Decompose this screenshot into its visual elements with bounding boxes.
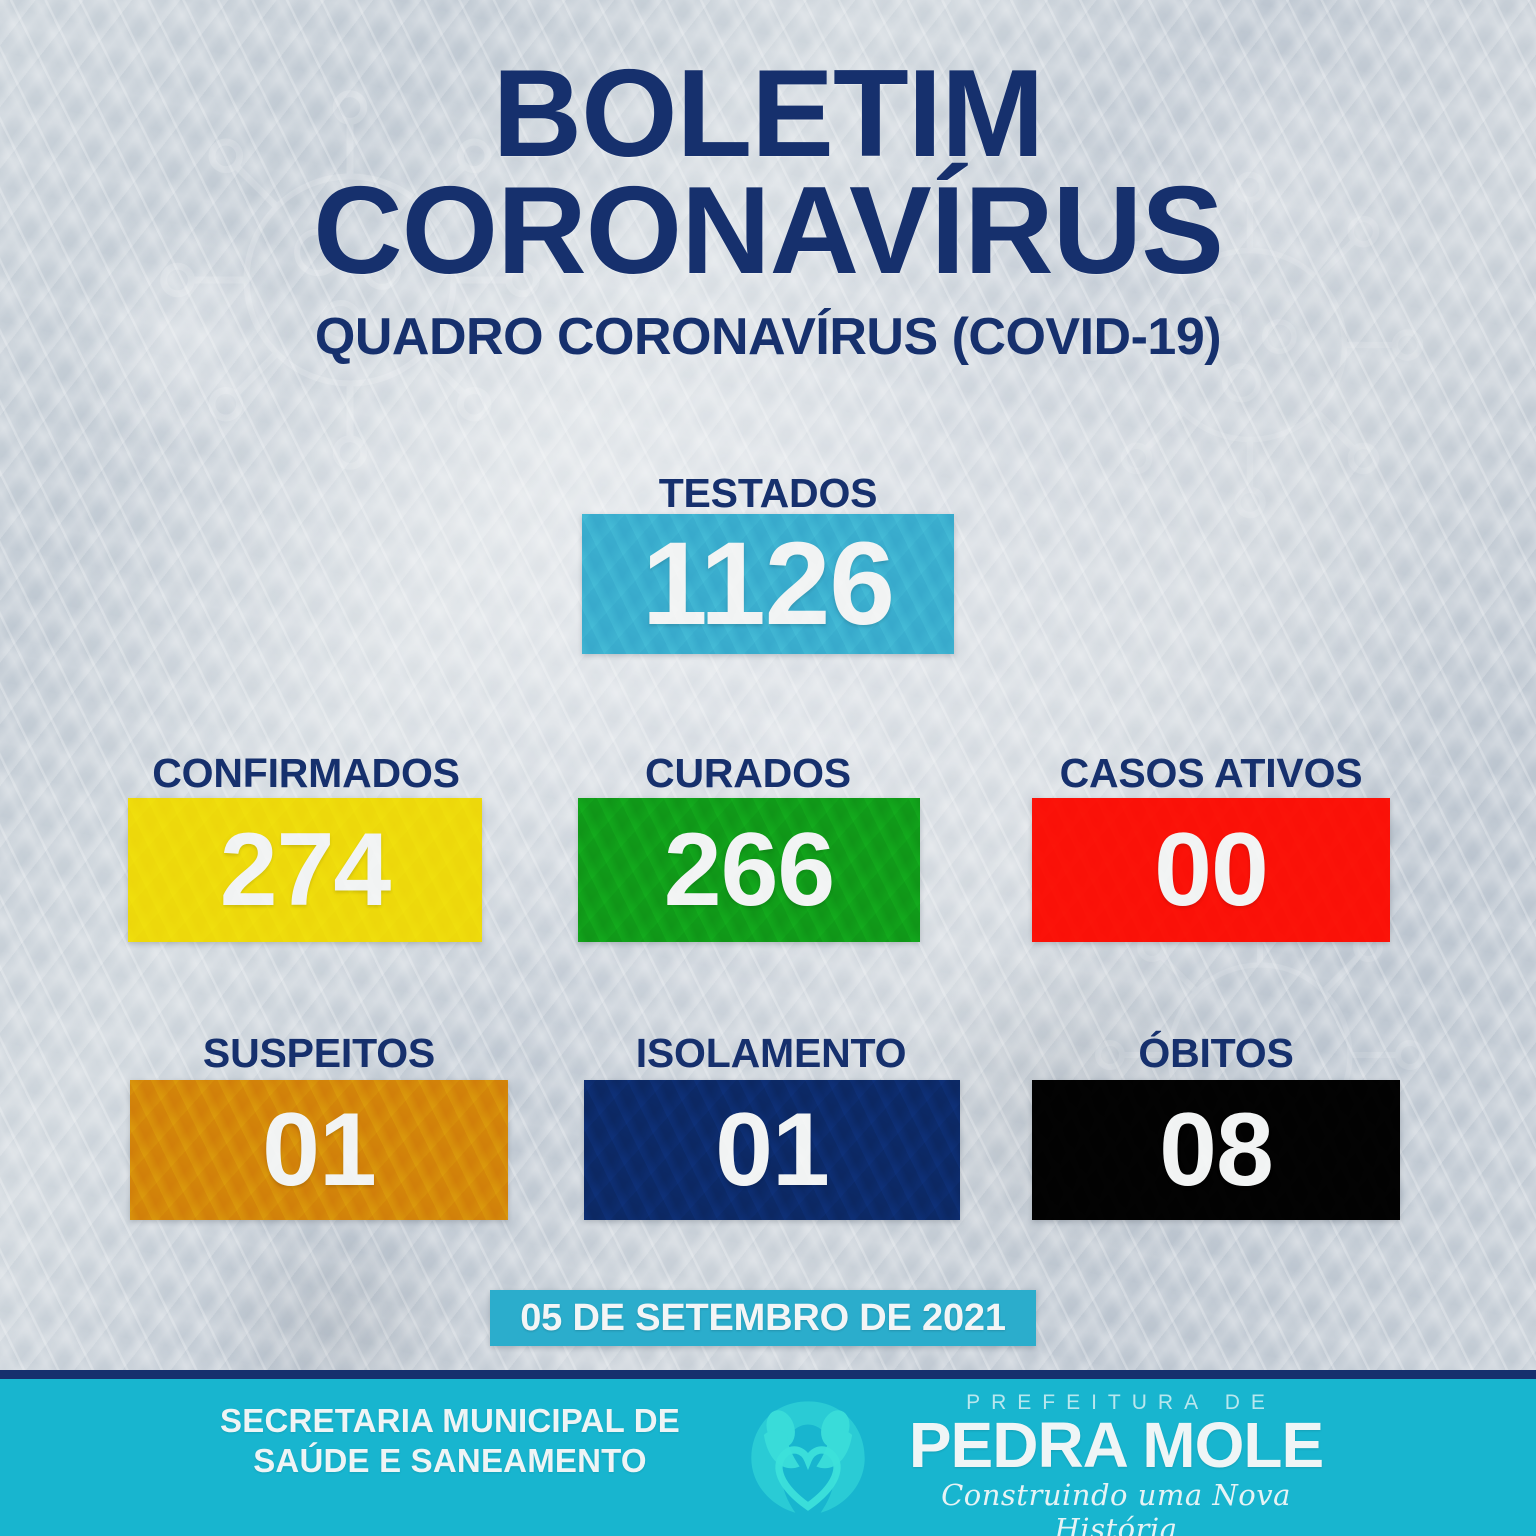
stat-label-testados: TESTADOS [658, 470, 878, 516]
stat-box-isolamento: 01 [584, 1080, 960, 1220]
stat-value-testados: 1126 [642, 518, 895, 650]
footer-top-stripe [0, 1370, 1536, 1379]
stat-box-obitos: 08 [1032, 1080, 1400, 1220]
poster-footer: SECRETARIA MUNICIPAL DE SAÚDE E SANEAMEN… [0, 1370, 1536, 1536]
stat-box-curados: 266 [578, 798, 920, 942]
page-title-line1: BOLETIM [492, 45, 1045, 183]
logo-city-name: PEDRA MOLE [908, 1409, 1324, 1481]
stat-value-curados: 266 [663, 811, 836, 928]
stat-label-obitos: ÓBITOS [1138, 1030, 1294, 1076]
stat-label-suspeitos: SUSPEITOS [202, 1030, 436, 1076]
page-title-line2: CORONAVÍRUS [313, 161, 1224, 300]
stat-value-confirmados: 274 [219, 811, 392, 928]
page-subtitle: QUADRO CORONAVÍRUS (COVID-19) [314, 308, 1222, 367]
date-banner: 05 DE SETEMBRO DE 2021 [490, 1290, 1036, 1346]
stat-box-testados: 1126 [582, 514, 954, 654]
stat-label-isolamento: ISOLAMENTO [635, 1030, 907, 1076]
stat-box-casos-ativos: 00 [1032, 798, 1390, 942]
heart-people-icon [745, 1393, 871, 1519]
poster-header: BOLETIM CORONAVÍRUS QUADRO CORONAVÍRUS (… [0, 45, 1536, 367]
stat-label-curados: CURADOS [645, 750, 851, 796]
stat-value-casos-ativos: 00 [1154, 811, 1269, 928]
logo-text-block: PREFEITURA DE PEDRA MOLE Construindo uma… [881, 1391, 1351, 1536]
stat-box-confirmados: 274 [128, 798, 482, 942]
footer-band: SECRETARIA MUNICIPAL DE SAÚDE E SANEAMEN… [0, 1379, 1536, 1536]
logo-slogan: Construindo uma Nova História [941, 1477, 1291, 1536]
secretaria-line1: SECRETARIA MUNICIPAL DE [220, 1402, 680, 1439]
bulletin-date: 05 DE SETEMBRO DE 2021 [520, 1296, 1006, 1339]
stat-label-casos-ativos: CASOS ATIVOS [1059, 750, 1363, 796]
logo-prefix: PREFEITURA DE [966, 1391, 1276, 1414]
stat-value-obitos: 08 [1159, 1091, 1274, 1208]
stat-label-confirmados: CONFIRMADOS [152, 750, 460, 796]
stat-value-isolamento: 01 [715, 1091, 830, 1208]
stat-value-suspeitos: 01 [262, 1091, 377, 1208]
stat-box-suspeitos: 01 [130, 1080, 508, 1220]
secretaria-line2: SAÚDE E SANEAMENTO [253, 1442, 647, 1480]
prefeitura-logo: PREFEITURA DE PEDRA MOLE Construindo uma… [745, 1387, 1365, 1536]
secretaria-block: SECRETARIA MUNICIPAL DE SAÚDE E SANEAMEN… [150, 1401, 750, 1482]
